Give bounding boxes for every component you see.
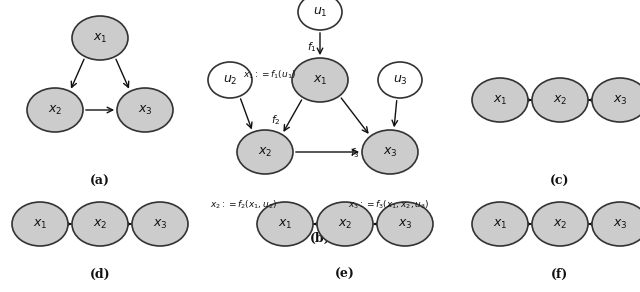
Ellipse shape [72, 202, 128, 246]
Ellipse shape [592, 78, 640, 122]
Text: $f_{2}$: $f_{2}$ [271, 113, 281, 127]
Text: $x_{3}$: $x_{3}$ [383, 145, 397, 159]
Text: $x_{2}$: $x_{2}$ [338, 218, 352, 231]
Ellipse shape [257, 202, 313, 246]
Text: $x_{3}$: $x_{3}$ [138, 103, 152, 117]
Ellipse shape [362, 130, 418, 174]
Text: $x_{3}$: $x_{3}$ [153, 218, 167, 231]
Ellipse shape [292, 58, 348, 102]
Text: (d): (d) [90, 268, 110, 281]
Ellipse shape [27, 88, 83, 132]
Ellipse shape [208, 62, 252, 98]
Ellipse shape [472, 202, 528, 246]
Text: $x_{2}$: $x_{2}$ [48, 103, 62, 117]
Text: (c): (c) [550, 175, 570, 188]
Text: $x_{1}$: $x_{1}$ [313, 74, 327, 86]
Text: $x_2 := f_2(x_1, u_2)$: $x_2 := f_2(x_1, u_2)$ [210, 199, 277, 211]
Text: (e): (e) [335, 268, 355, 281]
Ellipse shape [298, 0, 342, 30]
Ellipse shape [472, 78, 528, 122]
Text: $x_{2}$: $x_{2}$ [553, 218, 567, 231]
Text: $x_{2}$: $x_{2}$ [93, 218, 107, 231]
Ellipse shape [117, 88, 173, 132]
Ellipse shape [12, 202, 68, 246]
Ellipse shape [72, 16, 128, 60]
Text: $x_{1}$: $x_{1}$ [33, 218, 47, 231]
Ellipse shape [592, 202, 640, 246]
Text: $f_{3}$: $f_{3}$ [350, 146, 360, 160]
Text: (a): (a) [90, 175, 110, 188]
Text: (b): (b) [310, 232, 330, 245]
Text: (f): (f) [552, 268, 568, 281]
Ellipse shape [237, 130, 293, 174]
Text: $x_{1}$: $x_{1}$ [493, 218, 508, 231]
Text: $u_{3}$: $u_{3}$ [392, 74, 408, 86]
Ellipse shape [378, 62, 422, 98]
Text: $x_{3}$: $x_{3}$ [397, 218, 412, 231]
Text: $x_{3}$: $x_{3}$ [612, 93, 627, 107]
Ellipse shape [317, 202, 373, 246]
Ellipse shape [532, 202, 588, 246]
Text: $x_{2}$: $x_{2}$ [258, 145, 272, 159]
Text: $x_{1}$: $x_{1}$ [278, 218, 292, 231]
Text: $u_{2}$: $u_{2}$ [223, 74, 237, 86]
Text: $x_{1}$: $x_{1}$ [93, 32, 108, 45]
Ellipse shape [377, 202, 433, 246]
Text: $u_{1}$: $u_{1}$ [313, 6, 327, 19]
Text: $x_1 := f_1(u_1)$: $x_1 := f_1(u_1)$ [243, 69, 296, 81]
Text: $x_{1}$: $x_{1}$ [493, 93, 508, 107]
Text: $x_3 := f_3(x_1, x_2, u_3)$: $x_3 := f_3(x_1, x_2, u_3)$ [348, 199, 429, 211]
Ellipse shape [132, 202, 188, 246]
Text: $x_{2}$: $x_{2}$ [553, 93, 567, 107]
Text: $f_{1}$: $f_{1}$ [307, 40, 317, 54]
Text: $x_{3}$: $x_{3}$ [612, 218, 627, 231]
Ellipse shape [532, 78, 588, 122]
